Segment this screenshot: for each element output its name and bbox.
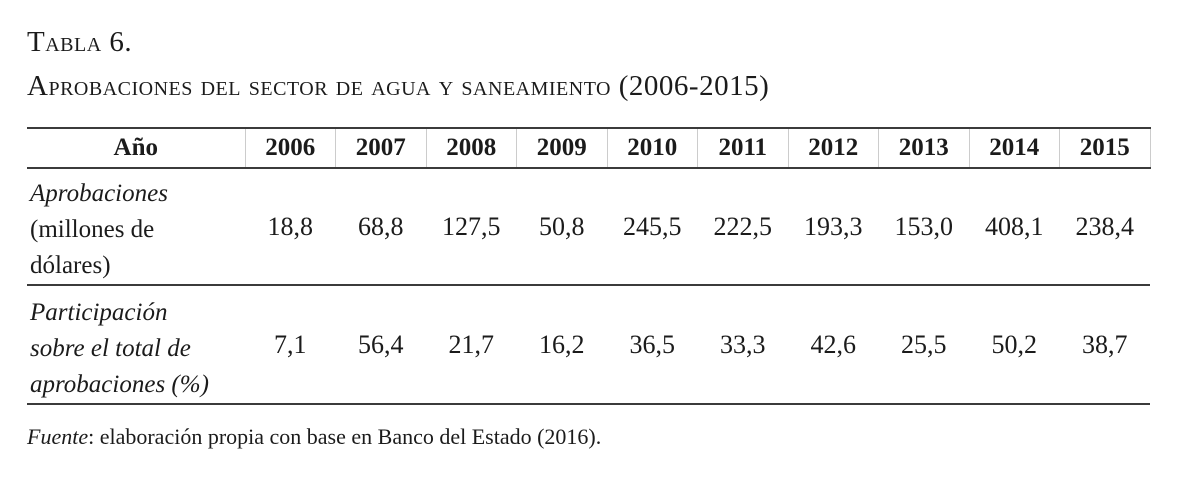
value-cell: 68,8: [358, 211, 404, 241]
year-header-cell: 2008: [425, 128, 517, 168]
row-label-line: Participación: [30, 299, 168, 326]
table-row: Participación sobre el total de aprobaci…: [27, 285, 1150, 404]
row-label: Participación sobre el total de aprobaci…: [27, 285, 245, 404]
table-number: Tabla 6.: [27, 26, 133, 58]
value-cell: 36,5: [629, 329, 676, 359]
value-cell: 33,3: [720, 329, 766, 359]
value-cell: 127,5: [442, 211, 501, 241]
value-cell: 222,5: [713, 211, 773, 241]
table-block: Tabla 6. Aprobaciones del sector de agua…: [27, 26, 1181, 452]
value-cell: 38,7: [1082, 329, 1128, 359]
value-cell: 42,6: [810, 329, 857, 359]
source-text: : elaboración propia con base en Banco d…: [88, 424, 602, 449]
data-table: Año 2006 2007 2008 2009 2010 2011 2012 2…: [27, 127, 1151, 405]
table-row: Aprobaciones (millones de dólares) 18,8 …: [27, 168, 1150, 285]
value-cell: 245,5: [623, 211, 682, 241]
value-cell: 21,7: [448, 329, 495, 359]
value-cell: 238,4: [1075, 211, 1135, 241]
year-header-cell: 2006: [244, 128, 336, 168]
row-label-line: Aprobaciones: [30, 180, 168, 207]
year-header-cell: 2007: [335, 128, 426, 168]
source-note: Fuente: elaboración propia con base en B…: [27, 422, 1181, 452]
table-caption: Aprobaciones del sector de agua y saneam…: [27, 70, 770, 102]
value-cell: 7,1: [274, 329, 307, 359]
row-label-line: dólares): [30, 252, 111, 279]
value-cell: 18,8: [267, 211, 314, 241]
row-label-line: (millones de: [30, 216, 155, 243]
value-cell: 408,1: [985, 211, 1044, 241]
row-label-line: sobre el total de: [30, 335, 191, 362]
year-header-cell: 2013: [878, 128, 969, 168]
year-header-cell: 2012: [787, 128, 879, 168]
year-header-cell: 2010: [606, 128, 698, 168]
value-cell: 193,3: [804, 211, 863, 241]
value-cell: 16,2: [539, 329, 585, 359]
year-header-cell: 2011: [697, 128, 788, 168]
year-header-cell: 2014: [968, 128, 1060, 168]
year-header-cell: 2009: [516, 128, 607, 168]
source-label: Fuente: [27, 424, 89, 449]
row-label-line: aprobaciones (%): [30, 371, 209, 398]
header-row: Año 2006 2007 2008 2009 2010 2011 2012 2…: [27, 128, 1151, 168]
value-cell: 50,2: [991, 329, 1038, 359]
value-cell: 153,0: [894, 211, 954, 241]
value-cell: 25,5: [901, 329, 947, 359]
value-cell: 50,8: [539, 211, 585, 241]
row-label: Aprobaciones (millones de dólares): [27, 168, 245, 285]
year-header-cell: 2015: [1059, 128, 1151, 168]
value-cell: 56,4: [358, 329, 404, 359]
year-header-label: Año: [113, 134, 158, 161]
